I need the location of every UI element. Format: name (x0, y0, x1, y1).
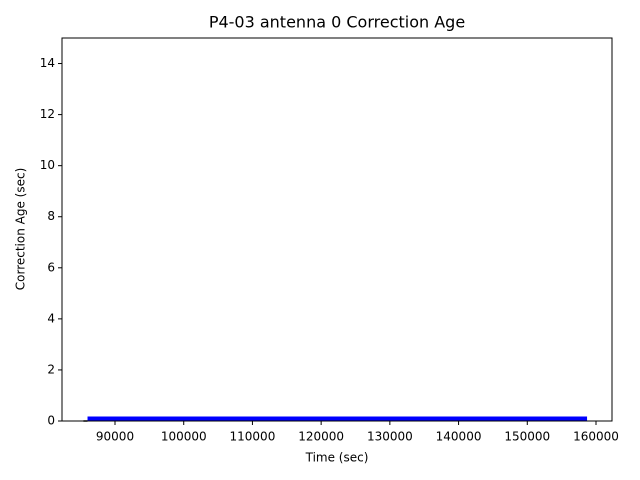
y-tick-label: 12 (40, 107, 55, 121)
x-tick-label: 100000 (161, 430, 207, 444)
x-tick-label: 160000 (573, 430, 619, 444)
y-tick-label: 14 (40, 56, 55, 70)
y-tick-label: 6 (47, 260, 55, 274)
x-axis-label: Time (sec) (305, 451, 369, 465)
x-tick-label: 120000 (298, 430, 344, 444)
y-tick-label: 2 (47, 362, 55, 376)
y-tick-label: 10 (40, 158, 55, 172)
y-axis-label: Correction Age (sec) (14, 168, 28, 291)
x-tick-label: 90000 (96, 430, 134, 444)
plot-frame (61, 37, 613, 422)
chart-title: P4-03 antenna 0 Correction Age (209, 13, 465, 32)
x-tick-label: 130000 (367, 430, 413, 444)
y-tick-label: 0 (47, 414, 55, 428)
y-tick-label: 4 (47, 311, 55, 325)
x-tick-label: 110000 (230, 430, 276, 444)
y-tick-label: 8 (47, 209, 55, 223)
x-tick-label: 140000 (436, 430, 482, 444)
x-tick-label: 150000 (504, 430, 550, 444)
